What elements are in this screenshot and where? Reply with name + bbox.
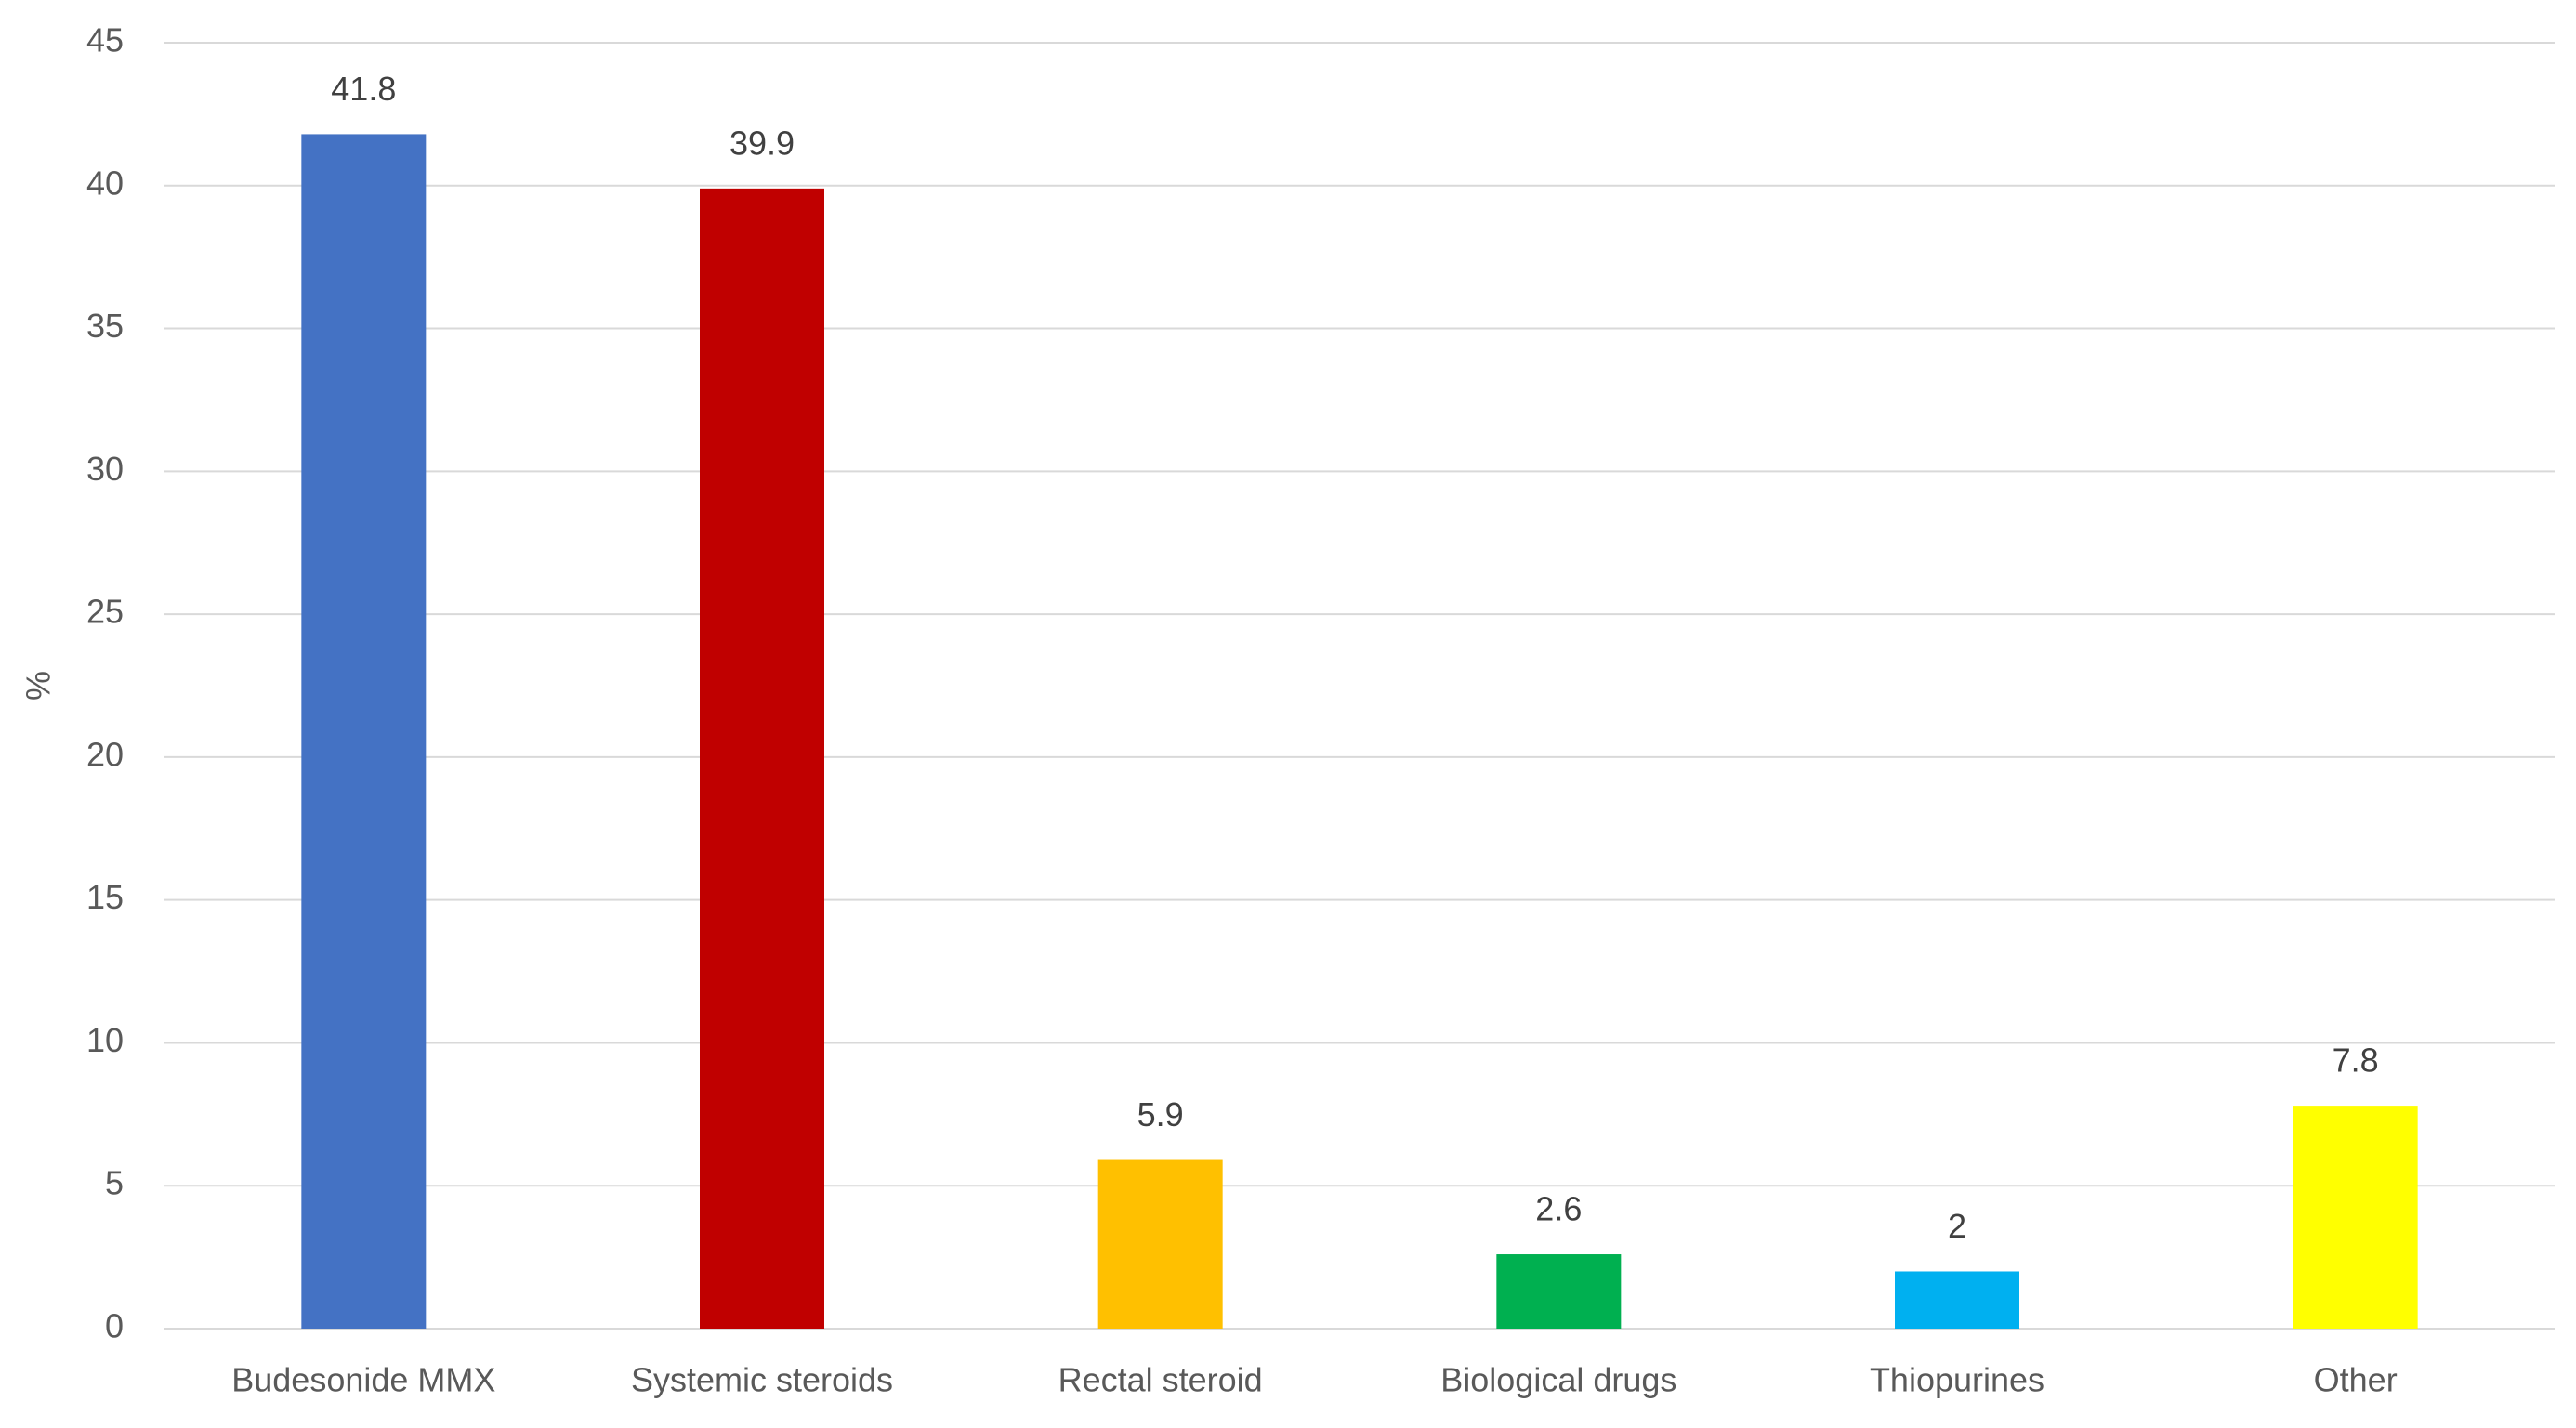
y-tick-label: 15 bbox=[86, 878, 124, 916]
y-tick-label: 30 bbox=[86, 450, 124, 488]
bar bbox=[1895, 1271, 2019, 1329]
value-label: 39.9 bbox=[729, 124, 795, 162]
value-label: 7.8 bbox=[2333, 1042, 2379, 1080]
bar bbox=[301, 134, 427, 1330]
y-tick-label: 5 bbox=[105, 1164, 124, 1202]
x-tick-label: Biological drugs bbox=[1440, 1361, 1676, 1399]
y-axis-label: % bbox=[20, 671, 58, 701]
y-tick-label: 0 bbox=[105, 1307, 124, 1345]
y-tick-label: 25 bbox=[86, 593, 124, 631]
bar bbox=[2293, 1106, 2418, 1329]
bar bbox=[1097, 1159, 1223, 1329]
x-tick-label: Budesonide MMX bbox=[231, 1361, 495, 1399]
y-tick-label: 10 bbox=[86, 1021, 124, 1059]
x-tick-label: Other bbox=[2314, 1361, 2398, 1399]
value-label: 2.6 bbox=[1535, 1190, 1582, 1228]
bar bbox=[700, 188, 824, 1330]
y-tick-label: 45 bbox=[86, 21, 124, 59]
bar bbox=[1496, 1254, 1622, 1329]
value-label: 2 bbox=[1948, 1207, 1966, 1245]
y-tick-label: 40 bbox=[86, 164, 124, 202]
y-tick-label: 20 bbox=[86, 735, 124, 773]
x-tick-label: Rectal steroid bbox=[1058, 1361, 1263, 1399]
y-tick-label: 35 bbox=[86, 307, 124, 345]
x-tick-label: Systemic steroids bbox=[631, 1361, 893, 1399]
x-tick-label: Thiopurines bbox=[1870, 1361, 2044, 1399]
value-label: 5.9 bbox=[1137, 1095, 1184, 1133]
value-label: 41.8 bbox=[331, 70, 396, 108]
